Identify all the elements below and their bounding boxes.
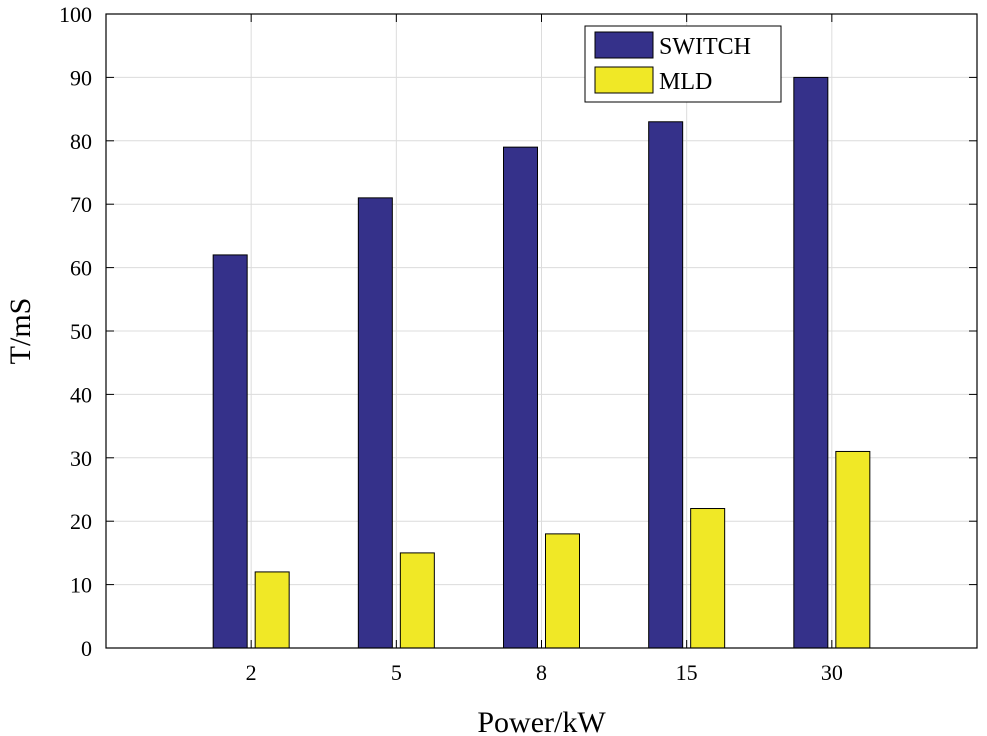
y-tick-label: 90 — [70, 65, 92, 90]
x-tick-label: 30 — [821, 660, 843, 685]
legend-swatch-mld — [594, 66, 654, 94]
y-tick-label: 60 — [70, 256, 92, 281]
y-tick-label: 70 — [70, 192, 92, 217]
grid-lines — [106, 14, 977, 648]
bar-switch-15 — [648, 121, 684, 649]
bar-mld-2 — [254, 571, 290, 649]
legend-label-switch: SWITCH — [659, 34, 751, 60]
y-tick-label: 40 — [70, 382, 92, 407]
bar-switch-30 — [793, 76, 829, 649]
x-axis-title: Power/kW — [477, 706, 606, 736]
bars — [212, 76, 871, 649]
bar-switch-8 — [503, 146, 538, 649]
x-tick-label: 5 — [391, 660, 402, 685]
y-tick-label: 80 — [70, 129, 92, 154]
x-tick-label: 8 — [536, 660, 547, 685]
legend-swatch-switch — [594, 31, 654, 59]
bar-switch-2 — [212, 254, 248, 649]
x-tick-label: 15 — [676, 660, 698, 685]
y-axis-ticks: 0 10 20 30 40 50 60 70 80 90 100 — [59, 2, 977, 661]
y-tick-label: 30 — [70, 446, 92, 471]
x-axis-ticks: 2 5 8 15 30 — [246, 14, 843, 685]
bar-mld-30 — [835, 450, 871, 649]
y-tick-label: 50 — [70, 319, 92, 344]
legend-label-mld: MLD — [659, 69, 712, 95]
bar-switch-5 — [357, 197, 393, 649]
y-tick-label: 10 — [70, 573, 92, 598]
bar-mld-15 — [690, 508, 726, 649]
bar-mld-8 — [545, 533, 580, 649]
y-tick-label: 20 — [70, 509, 92, 534]
y-axis-title: T/mS — [4, 298, 37, 365]
y-tick-label: 0 — [81, 636, 92, 661]
y-tick-label: 100 — [59, 2, 92, 27]
x-tick-label: 2 — [246, 660, 257, 685]
bar-mld-5 — [399, 552, 435, 649]
legend: SWITCH MLD — [584, 25, 782, 103]
